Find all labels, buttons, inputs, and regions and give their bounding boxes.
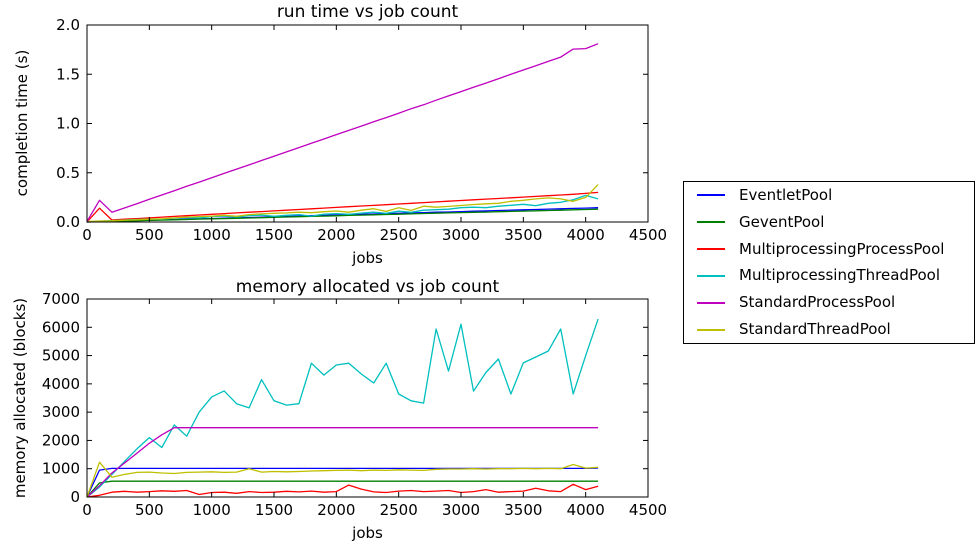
line-GeventPool — [86, 208, 599, 223]
x-tick-label: 3500 — [504, 226, 542, 244]
x-tick-label: 1000 — [193, 501, 231, 519]
legend-line-swatch — [697, 301, 725, 304]
x-tick-label: 2500 — [380, 226, 418, 244]
x-tick-label: 4000 — [567, 501, 605, 519]
x-tick-label: 0 — [82, 501, 92, 519]
y-tick-label: 4000 — [42, 375, 80, 393]
x-tick-label: 1500 — [255, 226, 293, 244]
legend-entry-StandardThreadPool: StandardThreadPool — [684, 316, 974, 343]
legend-line-swatch — [697, 274, 725, 277]
line-MultiprocessingProcessPool — [86, 191, 599, 223]
y-tick-label: 0.0 — [56, 213, 80, 231]
legend-entry-GeventPool: GeventPool — [684, 209, 974, 236]
y-tick-label: 1.0 — [56, 115, 80, 133]
x-tick-label: 4500 — [629, 501, 667, 519]
legend-label: MultiprocessingThreadPool — [739, 266, 940, 285]
runtime-chart-title: run time vs job count — [276, 2, 459, 22]
legend-box: EventletPool GeventPool MultiprocessingPro… — [683, 181, 975, 344]
legend-label: GeventPool — [739, 212, 825, 231]
x-tick-label: 4500 — [629, 226, 667, 244]
x-tick-label: 0 — [82, 226, 92, 244]
legend-label: StandardProcessPool — [739, 293, 896, 312]
x-tick-label: 1500 — [255, 501, 293, 519]
line-GeventPool — [86, 480, 599, 498]
x-tick-label: 3000 — [442, 226, 480, 244]
memory-chart-title: memory allocated vs job count — [235, 277, 500, 297]
y-tick-label: 7000 — [42, 290, 80, 308]
x-tick-label: 1000 — [193, 226, 231, 244]
y-tick-label: 5000 — [42, 347, 80, 365]
legend-line-swatch — [697, 328, 725, 331]
runtime-y-axis-label: completion time (s) — [13, 49, 31, 197]
x-tick-label: 2000 — [317, 226, 355, 244]
legend-line-swatch — [697, 221, 725, 224]
y-tick-label: 6000 — [42, 318, 80, 336]
y-tick-label: 1000 — [42, 460, 80, 478]
x-tick-label: 4000 — [567, 226, 605, 244]
memory-y-axis-label: memory allocated (blocks) — [11, 297, 29, 499]
legend-label: MultiprocessingProcessPool — [739, 239, 945, 258]
legend-label: StandardThreadPool — [739, 320, 891, 339]
runtime-x-axis-label: jobs — [352, 249, 383, 267]
memory-x-axis-label: jobs — [352, 524, 383, 542]
x-tick-label: 3000 — [442, 501, 480, 519]
legend-entry-MultiprocessingThreadPool: MultiprocessingThreadPool — [684, 263, 974, 290]
legend-entry-MultiprocessingProcessPool: MultiprocessingProcessPool — [684, 236, 974, 263]
legend-entry-StandardProcessPool: StandardProcessPool — [684, 289, 974, 316]
axes-frame — [86, 298, 649, 498]
line-StandardProcessPool — [86, 43, 599, 222]
y-tick-label: 3000 — [42, 403, 80, 421]
x-tick-label: 500 — [135, 501, 164, 519]
line-StandardProcessPool — [86, 427, 599, 498]
legend-line-swatch — [697, 248, 725, 251]
y-tick-label: 1.5 — [56, 65, 80, 83]
y-tick-label: 0 — [70, 488, 80, 506]
line-StandardThreadPool — [86, 184, 599, 223]
legend-line-swatch — [697, 194, 725, 197]
line-MultiprocessingThreadPool — [86, 194, 599, 223]
x-tick-label: 3500 — [504, 501, 542, 519]
line-MultiprocessingProcessPool — [86, 483, 599, 498]
legend-label: EventletPool — [739, 185, 833, 204]
y-tick-label: 2.0 — [56, 16, 80, 34]
y-tick-label: 2000 — [42, 431, 80, 449]
x-tick-label: 2000 — [317, 501, 355, 519]
x-tick-label: 2500 — [380, 501, 418, 519]
y-tick-label: 0.5 — [56, 164, 80, 182]
x-tick-label: 500 — [135, 226, 164, 244]
line-StandardThreadPool — [86, 461, 599, 498]
legend-entry-EventletPool: EventletPool — [684, 182, 974, 209]
